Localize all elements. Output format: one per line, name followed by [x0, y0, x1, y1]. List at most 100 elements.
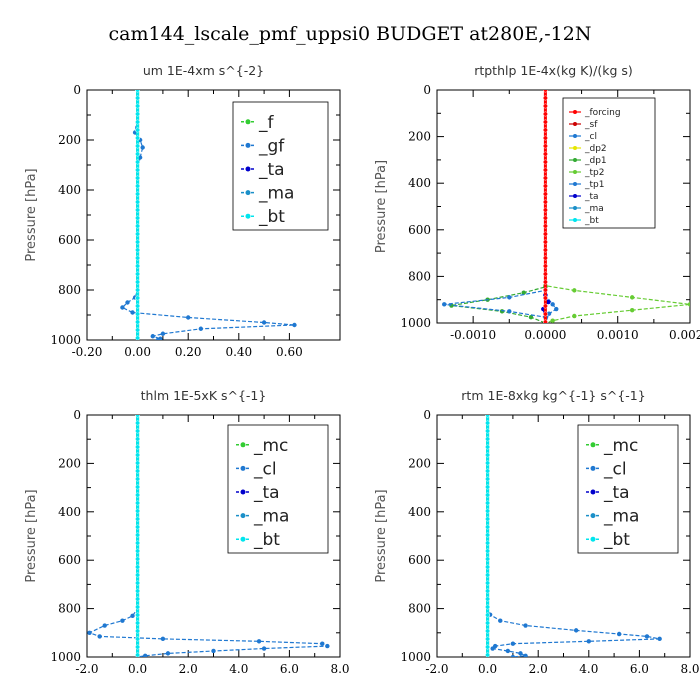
legend-marker [590, 442, 596, 448]
series-marker-forcing [542, 119, 548, 125]
series-line-tp2 [544, 90, 690, 323]
series-marker-gf [186, 315, 191, 320]
series-marker-cl [160, 636, 166, 642]
series-marker-forcing [542, 279, 548, 285]
y-tick-label: 1000 [50, 333, 81, 347]
series-marker-cl [325, 643, 330, 649]
x-tick-label: 2.0 [179, 662, 198, 676]
legend-item: _bt [236, 530, 280, 550]
legend-marker [240, 489, 246, 495]
series-marker-bt [485, 596, 491, 602]
series-marker-cl [102, 623, 107, 628]
y-tick-label: 400 [408, 176, 431, 190]
legend-label: _gf [258, 136, 285, 156]
legend-label: _tp2 [584, 168, 604, 178]
legend-item: _forcing [569, 108, 621, 118]
series-marker-bt [485, 628, 491, 634]
panel-title: thlm 1E-5xK s^{-1} [141, 388, 267, 403]
legend-item: _cl [236, 459, 277, 479]
series-marker-gf [292, 322, 297, 328]
series-marker-gf [160, 331, 166, 336]
y-tick-label: 400 [58, 505, 81, 519]
x-tick-label: 0.0000 [524, 328, 566, 342]
series-marker-gf [125, 300, 130, 305]
series-marker-cl [644, 634, 650, 639]
series-marker-tp2 [687, 302, 690, 307]
series-marker-forcing [542, 207, 548, 213]
series-marker-bt [135, 167, 141, 173]
legend-label: _dp2 [584, 144, 607, 154]
legend-item: _mc [586, 436, 638, 456]
series-marker-bt [135, 90, 141, 93]
series-marker-cl [616, 631, 622, 637]
series-marker-bt [135, 580, 141, 586]
legend-marker [573, 206, 577, 210]
panel-title: rtm 1E-8xkg kg^{-1} s^{-1} [461, 388, 645, 403]
chart-panel-1: um 1E-4xm s^{-2} Pressure [hPa] 0 200 400 600… [24, 63, 341, 359]
series-marker-cl [586, 639, 591, 644]
legend-item: _bt [586, 530, 630, 550]
y-axis-label: Pressure [hPa] [374, 489, 389, 582]
series-marker-cl [505, 648, 511, 654]
series-marker-forcing [542, 255, 548, 261]
series-marker-bt [135, 311, 141, 317]
series-marker-bt [485, 452, 491, 458]
legend-label: _mc [253, 436, 288, 456]
series-marker-bt [135, 151, 141, 157]
series-marker-cl [130, 613, 135, 619]
legend-label: _mc [603, 436, 638, 456]
series-marker-bt [135, 143, 141, 149]
y-tick-label: 400 [408, 505, 431, 519]
series-marker-bt [485, 588, 491, 594]
series-marker-forcing [542, 90, 548, 93]
series-marker-forcing [542, 239, 548, 245]
legend-marker [240, 536, 246, 542]
series-marker-dp1 [521, 290, 526, 295]
series-marker-bt [135, 223, 141, 229]
legend-marker [573, 122, 577, 126]
legend-item: _bt [569, 216, 599, 226]
legend-label: _bt [584, 216, 599, 226]
series-marker-bt [135, 231, 141, 237]
series-marker-tp1 [507, 309, 512, 314]
series-marker-bt [485, 508, 491, 514]
series-marker-forcing [542, 95, 548, 101]
series-marker-gf [130, 310, 135, 315]
series-marker-bt [135, 588, 141, 594]
series-marker-tp1 [442, 302, 447, 307]
series-marker-bt [485, 436, 491, 442]
legend-marker [245, 213, 251, 219]
x-tick-label: 4.0 [579, 662, 598, 676]
x-tick-label: 0.0 [478, 662, 497, 676]
series-marker-forcing [542, 151, 548, 157]
legend-marker [573, 110, 577, 114]
series-marker-cl [142, 653, 148, 657]
legend-marker [590, 513, 596, 519]
series-marker-cl [320, 641, 325, 646]
legend-label: _dp1 [584, 156, 607, 166]
series-marker-cl [490, 646, 495, 651]
legend-item: _ma [236, 507, 289, 527]
series-marker-bt [485, 636, 491, 642]
chart-panel-3: thlm 1E-5xK s^{-1} Pressure [hPa] 0 200 400 6… [24, 388, 350, 676]
legend-item: _ta [241, 160, 285, 180]
series-marker-bt [135, 644, 141, 650]
series-marker-cl [87, 630, 92, 635]
y-tick-label: 1000 [400, 316, 431, 330]
legend-item: _dp2 [569, 144, 607, 154]
y-tick-label: 800 [58, 602, 81, 616]
y-tick-label: 800 [408, 602, 431, 616]
series-marker-bt [135, 95, 141, 101]
legend-label: _f [258, 113, 275, 133]
series-marker-forcing [542, 223, 548, 229]
series-marker-bt [135, 335, 141, 340]
series-marker-gf [155, 337, 161, 340]
legend-box [562, 97, 656, 229]
legend-marker [245, 166, 251, 172]
legend: _mc _cl _ta _ma _bt [577, 424, 679, 554]
series-marker-bt [485, 524, 491, 530]
series-marker-bt [135, 135, 141, 141]
series-marker-bt [485, 604, 491, 610]
legend-label: _ma [258, 184, 294, 204]
series-marker-bt [135, 255, 141, 261]
